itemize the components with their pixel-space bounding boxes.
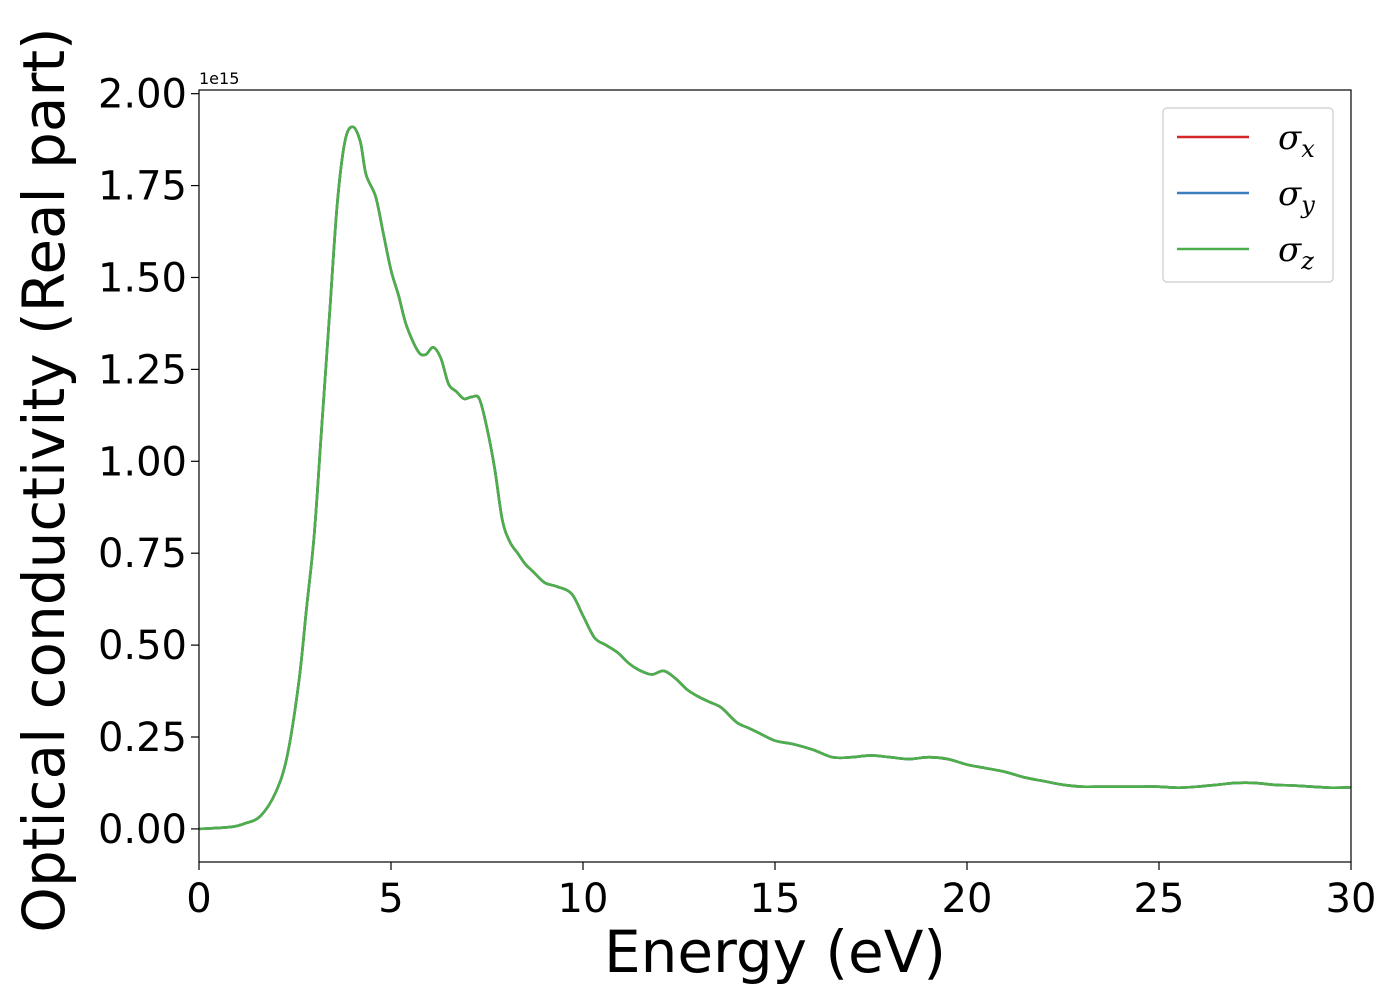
x-axis-label: Energy (eV)	[604, 918, 946, 986]
y-tick-label: 0.50	[98, 623, 187, 669]
legend-entry: σx	[1278, 118, 1315, 163]
y-tick-label: 0.00	[98, 807, 187, 853]
y-tick-label: 0.75	[98, 531, 187, 577]
x-tick-label: 15	[750, 876, 801, 922]
legend-entry: σz	[1278, 230, 1314, 275]
x-tick-label: 20	[942, 876, 993, 922]
y-tick-label: 0.25	[98, 715, 187, 761]
y-tick-label: 1.50	[98, 255, 187, 301]
y-axis-label: Optical conductivity (Real part)	[10, 27, 78, 932]
x-tick-label: 30	[1326, 876, 1377, 922]
y-tick-label: 2.00	[98, 72, 187, 118]
legend: σx σy σz	[1162, 107, 1334, 283]
x-tick-label: 10	[558, 876, 609, 922]
y-tick-label: 1.00	[98, 439, 187, 485]
y-tick-label: 1.75	[98, 164, 187, 210]
legend-box	[1162, 107, 1334, 283]
x-tick-label: 25	[1134, 876, 1185, 922]
series-layer	[198, 125, 1352, 831]
y-tick-label: 1.25	[98, 347, 187, 393]
series-line-z	[198, 125, 1352, 831]
x-axis-ticks: 0 5 10 15 20 25 30	[186, 862, 1376, 922]
x-tick-label: 0	[186, 876, 211, 922]
legend-entry: σy	[1278, 174, 1315, 219]
y-offset-label: 1e15	[199, 69, 239, 88]
x-tick-label: 5	[378, 876, 403, 922]
y-axis-ticks: 0.00 0.25 0.50 0.75 1.00 1.25 1.50 1.75 2.00	[98, 72, 199, 853]
